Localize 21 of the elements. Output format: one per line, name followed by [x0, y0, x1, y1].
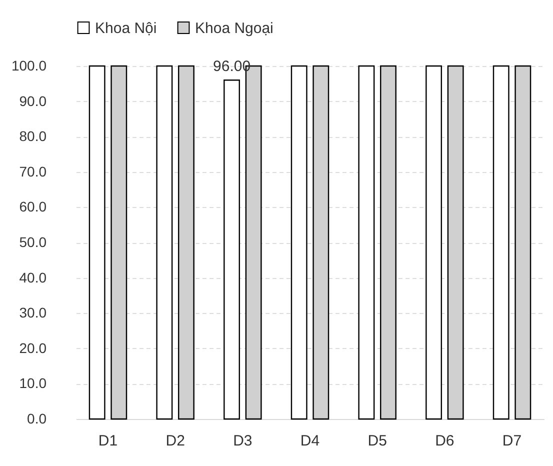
y-tick-label: 40.0: [19, 269, 47, 286]
x-tick-label: D4: [300, 432, 320, 450]
x-tick-label: D2: [166, 432, 185, 450]
legend-label: Khoa Nội: [95, 20, 157, 37]
data-label: 96.00: [212, 58, 251, 76]
x-tick-label: D5: [368, 432, 387, 450]
x-tick-label: D1: [98, 432, 118, 450]
y-tick-label: 10.0: [19, 375, 47, 392]
y-tick-label: 60.0: [19, 198, 47, 215]
y-tick-label: 0.0: [27, 410, 47, 426]
y-tick-label: 80.0: [19, 128, 47, 144]
y-tick-label: 90.0: [19, 92, 47, 109]
x-tick-label: D6: [435, 432, 454, 450]
x-tick-label: D7: [502, 432, 522, 450]
y-tick-label: 100.0: [11, 58, 47, 74]
x-tick-label: D3: [233, 432, 252, 450]
y-tick-label: 50.0: [19, 234, 47, 250]
y-tick-label: 20.0: [19, 340, 47, 356]
legend-label: Khoa Ngoại: [195, 20, 274, 37]
y-tick-label: 70.0: [19, 163, 47, 180]
y-tick-label: 30.0: [19, 304, 47, 321]
